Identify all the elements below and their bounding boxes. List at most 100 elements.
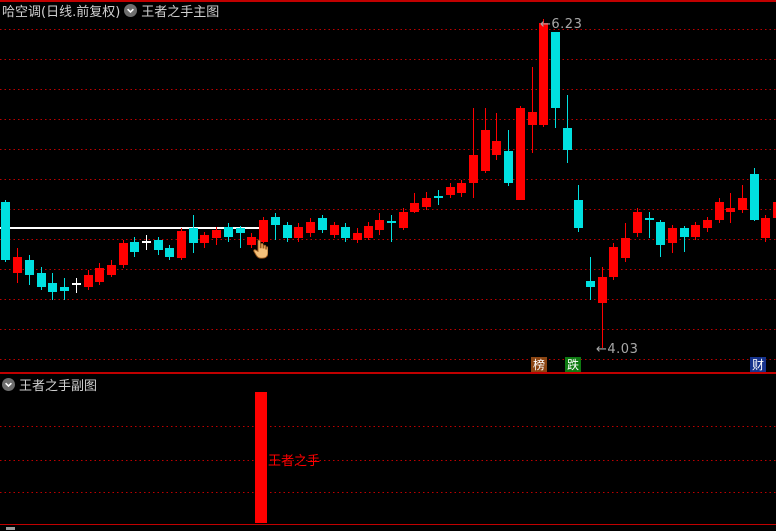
candle-body [633, 212, 642, 233]
candle-body [434, 196, 443, 198]
candle-body [375, 220, 384, 230]
gridline [0, 59, 776, 60]
window-top-border [0, 0, 776, 2]
candle-wick [590, 257, 591, 300]
signal-bar [255, 392, 267, 523]
scrollbar-thumb[interactable] [6, 527, 15, 530]
candle-body [609, 247, 618, 277]
chevron-down-icon[interactable] [124, 3, 138, 17]
candle-wick [649, 212, 650, 238]
candle-body [761, 218, 770, 238]
candle-body [410, 203, 419, 212]
candle-body [703, 220, 712, 228]
candle-wick [473, 108, 474, 198]
candle-body [154, 240, 163, 250]
candle-body [247, 237, 256, 245]
badge-ranking[interactable]: 榜 [531, 357, 547, 373]
candle-body [492, 141, 501, 155]
candle-body [119, 243, 128, 265]
candle-body [130, 242, 139, 252]
candle-body [457, 183, 466, 193]
candle-body [563, 128, 572, 150]
reference-line [0, 227, 260, 229]
chevron-down-icon[interactable] [2, 377, 15, 391]
candle-body [212, 230, 221, 238]
stock-title: 哈空调(日线.前复权) [2, 4, 121, 20]
sub-chart-header: 王者之手副图 [2, 376, 98, 394]
sub-indicator-title: 王者之手副图 [19, 378, 98, 394]
candle-body [294, 227, 303, 238]
candle-wick [496, 113, 497, 160]
candle-body [60, 287, 69, 291]
candle-wick [76, 278, 77, 293]
candle-body [200, 235, 209, 243]
candle-body [25, 260, 34, 275]
candle-body [773, 202, 776, 218]
candle-body [236, 228, 245, 233]
gridline [0, 89, 776, 90]
gridline [0, 492, 776, 493]
gridline [0, 29, 776, 30]
gridline [0, 119, 776, 120]
badge-decline[interactable]: 跌 [565, 357, 581, 373]
candle-body [271, 217, 280, 225]
gridline [0, 149, 776, 150]
candle-body [446, 187, 455, 195]
price-value: 4.03 [607, 342, 639, 357]
candle-body [539, 23, 548, 125]
candle-body [341, 227, 350, 238]
gridline [0, 209, 776, 210]
candle-body [364, 226, 373, 238]
candle-body [481, 130, 490, 171]
candle-body [586, 281, 595, 287]
candle-body [551, 32, 560, 108]
candle-body [516, 108, 525, 200]
candle-body [177, 231, 186, 258]
candle-body [738, 198, 747, 210]
candle-body [283, 225, 292, 238]
candle-body [715, 202, 724, 220]
candle-body [399, 212, 408, 228]
candle-wick [532, 67, 533, 153]
candle-body [13, 257, 22, 273]
price-annotation: ←6.23 [540, 17, 582, 32]
candle-body [330, 225, 339, 235]
candle-wick [684, 226, 685, 252]
candle-body [680, 228, 689, 237]
cursor-hand-icon [253, 239, 268, 259]
candle-body [469, 155, 478, 183]
gridline [0, 460, 776, 461]
signal-label: 王者之手 [268, 454, 321, 469]
window-bottom-border [0, 524, 776, 525]
candle-body [387, 221, 396, 223]
candle-body [1, 202, 10, 260]
candle-body [750, 174, 759, 220]
candle-body [72, 283, 81, 285]
badge-finance[interactable]: 财 [750, 357, 766, 373]
candle-body [726, 208, 735, 212]
gridline [0, 426, 776, 427]
price-annotation: ←4.03 [596, 342, 638, 357]
candle-body [668, 228, 677, 243]
arrow-left-icon: ← [596, 342, 608, 357]
price-value: 6.23 [551, 17, 583, 32]
candle-body [306, 222, 315, 233]
candle-body [84, 275, 93, 287]
candle-body [645, 218, 654, 220]
candle-body [691, 225, 700, 237]
candle-body [621, 238, 630, 258]
pane-divider[interactable] [0, 372, 776, 374]
candle-body [259, 220, 268, 242]
candle-body [189, 228, 198, 243]
candle-body [656, 222, 665, 245]
candle-wick [240, 226, 241, 248]
candle-body [318, 218, 327, 230]
candle-body [95, 268, 104, 282]
gridline [0, 359, 776, 360]
candle-body [574, 200, 583, 228]
candle-wick [602, 267, 603, 348]
gridline [0, 269, 776, 270]
